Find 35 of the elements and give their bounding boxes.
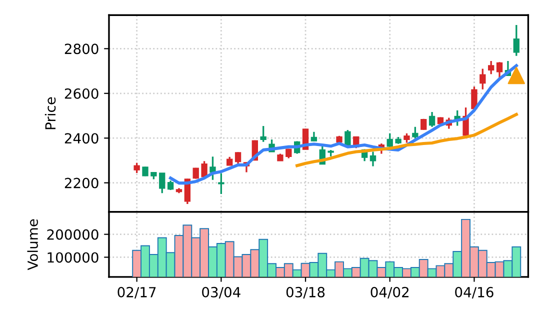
candlestick — [496, 61, 503, 80]
candlestick — [310, 131, 318, 142]
candlestick — [370, 150, 376, 168]
x-tick-label: 04/16 — [455, 286, 494, 298]
candlestick — [344, 129, 351, 147]
x-tick-label: 04/02 — [370, 286, 408, 298]
candlestick — [428, 111, 436, 128]
candlestick — [404, 132, 410, 144]
candlestick — [286, 148, 292, 160]
candlestick — [201, 160, 208, 178]
candlestick — [159, 172, 166, 194]
candlestick — [386, 132, 393, 148]
x-tick-label: 03/18 — [286, 286, 325, 298]
x-tick-label: 02/17 — [118, 286, 156, 298]
candlestick — [488, 60, 494, 75]
x-tick-label: 03/04 — [202, 286, 240, 298]
y-tick-label: 100000 — [48, 252, 98, 263]
y-tick-label: 200000 — [47, 229, 98, 240]
candlestick — [210, 156, 216, 181]
y-axis-title: Price — [44, 97, 56, 130]
y-tick-label: 2400 — [64, 133, 98, 144]
candlestick — [134, 162, 140, 174]
candlestick — [412, 126, 418, 140]
y-tick-label: 2600 — [64, 88, 98, 99]
candlestick — [260, 125, 266, 143]
candlestick — [218, 172, 224, 195]
y-tick-label: 2800 — [64, 44, 98, 54]
candlestick — [480, 68, 486, 90]
candlestick — [234, 151, 242, 165]
candlestick — [192, 167, 199, 180]
y-tick-label: 2200 — [64, 178, 98, 188]
candlestick — [513, 24, 520, 57]
line-series — [296, 112, 518, 168]
y-axis-title: Volume — [27, 219, 38, 270]
candlestick — [167, 180, 174, 191]
